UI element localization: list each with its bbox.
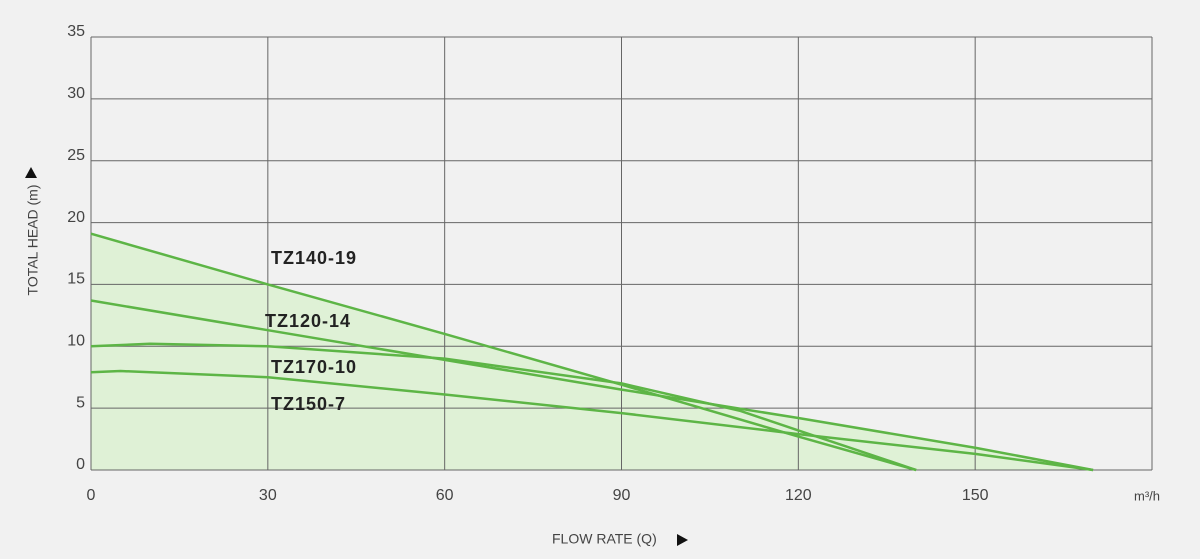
series-line: [90, 232, 917, 472]
series-line: [90, 369, 1094, 472]
x-axis-label: FLOW RATE (Q): [552, 531, 657, 547]
y-tick-label: 0: [76, 456, 85, 473]
x-tick-label: 150: [962, 487, 989, 504]
y-tick-label: 25: [67, 147, 85, 164]
y-tick-label: 5: [76, 394, 85, 411]
series-label: TZ170-10: [271, 357, 357, 377]
x-tick-label: 120: [785, 487, 812, 504]
series-line: [90, 299, 1094, 472]
series-label: TZ140-19: [271, 248, 357, 268]
series-label: TZ120-14: [265, 311, 351, 331]
x-tick-label: 60: [436, 487, 454, 504]
y-tick-label: 15: [67, 271, 85, 288]
x-tick-label: 90: [613, 487, 631, 504]
series-line: [90, 342, 917, 472]
y-tick-label: 20: [67, 209, 85, 226]
y-arrow: [25, 167, 37, 178]
y-tick-label: 30: [67, 85, 85, 102]
x-arrow: [677, 534, 688, 546]
areas: [91, 233, 1094, 470]
y-tick-label: 10: [67, 333, 85, 350]
x-tick-label: 0: [87, 487, 96, 504]
y-tick-label: 35: [67, 23, 85, 40]
x-tick-label: 30: [259, 487, 277, 504]
y-axis-label: TOTAL HEAD (m): [25, 185, 41, 296]
lines: [90, 232, 1094, 472]
grid: [90, 36, 1153, 471]
x-unit: m³/h: [1134, 488, 1160, 503]
series-label: TZ150-7: [271, 394, 346, 414]
